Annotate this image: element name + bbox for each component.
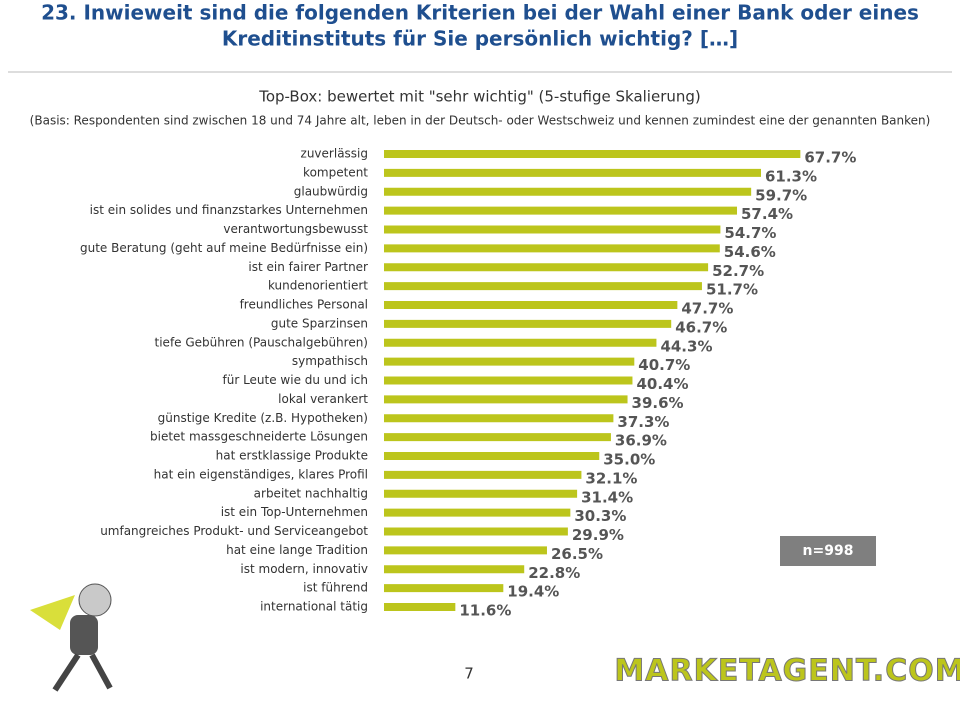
bar: [384, 225, 721, 234]
bar: [384, 470, 582, 479]
bar: [384, 508, 571, 517]
value-label: 57.4%: [741, 205, 793, 223]
bar: [384, 565, 525, 574]
value-label: 32.1%: [585, 469, 637, 487]
category-label: freundliches Personal: [240, 298, 368, 312]
value-label: 67.7%: [804, 149, 856, 167]
value-label: 47.7%: [681, 300, 733, 318]
value-label: 35.0%: [603, 451, 655, 469]
category-label: zuverlässig: [301, 147, 368, 161]
category-label: hat erstklassige Produkte: [216, 449, 368, 463]
category-label: bietet massgeschneiderte Lösungen: [150, 430, 368, 444]
bar: [384, 301, 678, 309]
category-label: ist ein fairer Partner: [248, 260, 368, 274]
bar: [384, 168, 761, 177]
value-label: 61.3%: [765, 167, 817, 185]
bar: [384, 263, 709, 272]
bar: [384, 357, 635, 366]
bar: [384, 414, 614, 423]
category-label: gute Beratung (geht auf meine Bedürfniss…: [80, 241, 368, 255]
category-label: arbeitet nachhaltig: [254, 486, 368, 500]
sample-size: n=998: [803, 543, 854, 559]
value-label: 51.7%: [706, 281, 758, 299]
value-label: 39.6%: [632, 394, 684, 412]
category-label: sympathisch: [292, 354, 368, 368]
bar: [384, 546, 547, 555]
value-label: 36.9%: [615, 432, 667, 450]
bar: [384, 150, 801, 158]
mascot: [30, 583, 113, 692]
bar: [384, 584, 504, 593]
bar: [384, 603, 456, 611]
title-line: Kreditinstituts für Sie persönlich wicht…: [222, 27, 738, 51]
value-label: 44.3%: [660, 337, 712, 355]
value-label: 40.4%: [636, 375, 688, 393]
category-label: hat ein eigenständiges, klares Profil: [154, 467, 368, 481]
category-label: glaubwürdig: [294, 184, 368, 198]
category-label: kompetent: [303, 165, 368, 179]
category-label: ist führend: [303, 581, 368, 595]
value-label: 40.7%: [638, 356, 690, 374]
bar: [384, 244, 720, 253]
category-label: gute Sparzinsen: [271, 316, 368, 330]
category-label: ist ein solides und finanzstarkes Untern…: [90, 203, 368, 217]
category-label: für Leute wie du und ich: [222, 373, 368, 387]
category-label: tiefe Gebühren (Pauschalgebühren): [155, 335, 368, 349]
bar: [384, 452, 600, 460]
category-label: umfangreiches Produkt- und Serviceangebo…: [100, 524, 368, 538]
category-label: günstige Kredite (z.B. Hypotheken): [158, 411, 368, 425]
bar: [384, 489, 578, 498]
value-label: 19.4%: [507, 583, 559, 601]
sample-box: [780, 536, 876, 566]
basis-note: (Basis: Respondenten sind zwischen 18 un…: [30, 114, 931, 128]
value-label: 52.7%: [712, 262, 764, 280]
value-label: 11.6%: [459, 602, 511, 620]
logo: MARKETAGENT.COM: [614, 654, 960, 689]
bar: [384, 376, 633, 385]
category-label: verantwortungsbewusst: [223, 222, 368, 236]
page-number: 7: [464, 665, 474, 683]
category-label: ist ein Top-Unternehmen: [221, 505, 368, 519]
category-label: ist modern, innovativ: [240, 562, 368, 576]
category-label: lokal verankert: [278, 392, 368, 406]
value-label: 54.7%: [724, 224, 776, 242]
value-label: 59.7%: [755, 186, 807, 204]
value-label: 54.6%: [724, 243, 776, 261]
subtitle: Top-Box: bewertet mit "sehr wichtig" (5-…: [258, 88, 701, 106]
title-line: 23. Inwieweit sind die folgenden Kriteri…: [41, 1, 919, 25]
bar: [384, 433, 611, 442]
bar: [384, 338, 657, 347]
value-label: 26.5%: [551, 545, 603, 563]
value-label: 37.3%: [617, 413, 669, 431]
value-label: 46.7%: [675, 318, 727, 336]
bar: [384, 527, 568, 536]
bar: [384, 206, 738, 215]
bar: [384, 319, 672, 328]
bar: [384, 282, 702, 291]
value-label: 22.8%: [528, 564, 580, 582]
category-label: hat eine lange Tradition: [226, 543, 368, 557]
bar: [384, 187, 752, 196]
value-label: 31.4%: [581, 488, 633, 506]
value-label: 30.3%: [574, 507, 626, 525]
value-label: 29.9%: [572, 526, 624, 544]
category-label: kundenorientiert: [268, 279, 368, 293]
category-label: international tätig: [260, 600, 368, 614]
bar: [384, 395, 628, 404]
